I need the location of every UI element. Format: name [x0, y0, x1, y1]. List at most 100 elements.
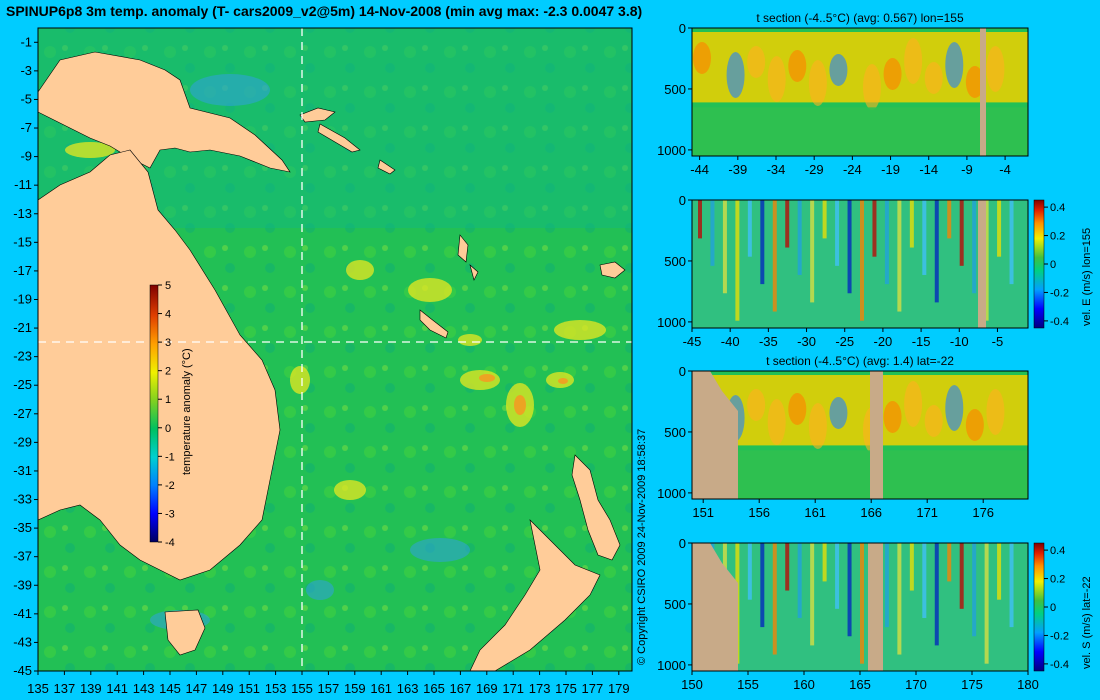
- section-panel-title: t section (-4..5°C) (avg: 0.567) lon=155: [756, 11, 964, 25]
- section-x-tick-label: -40: [721, 334, 740, 349]
- section-stripe: [747, 200, 752, 257]
- section-blob: [747, 46, 766, 78]
- section-x-tick-label: 151: [692, 505, 714, 520]
- section-y-tick-label: 0: [679, 536, 686, 551]
- map-lon-tick-label: 165: [423, 681, 445, 696]
- section-blob: [808, 60, 827, 106]
- map-lat-tick-label: -27: [13, 406, 32, 421]
- map-lon-tick-label: 137: [54, 681, 76, 696]
- section-blob: [904, 381, 923, 427]
- map-lon-tick-label: 171: [502, 681, 524, 696]
- temp-colorbar-tick-label: 4: [165, 309, 171, 321]
- temp-colorbar: 5 4 3 2 1 0 -1 -2 -3 -4 temperature anomaly (°C): [149, 280, 193, 549]
- map-lon-tick-label: 153: [265, 681, 287, 696]
- section-stripe: [984, 200, 989, 321]
- section-blob: [965, 66, 984, 98]
- map-lon-tick-label: 151: [238, 681, 260, 696]
- section-frame: [691, 199, 1029, 329]
- section-blob: [883, 58, 902, 90]
- vel-colorbar-label: vel. S (m/s) lat=-22: [1081, 576, 1093, 669]
- temp-colorbar-ticks: 5 4 3 2 1 0 -1 -2 -3 -4: [158, 280, 175, 549]
- map-lat-tick-label: -5: [20, 91, 32, 106]
- section-x-tick-label: 155: [737, 677, 759, 692]
- section-stripe: [835, 543, 840, 609]
- map-lon-tick-label: 173: [529, 681, 551, 696]
- section-blob: [747, 389, 766, 421]
- land-vanuatu: [457, 234, 479, 281]
- section-blob: [693, 42, 711, 74]
- section-stripe: [984, 543, 989, 664]
- section-blob: [788, 50, 807, 82]
- section-land-gap: [978, 200, 986, 328]
- section-stripe: [959, 543, 964, 609]
- section-panel-3: t section (-4..5°C) (avg: 1.4) lat=-22 15…: [657, 354, 1029, 520]
- section-stripe: [835, 200, 840, 266]
- section-frame: [691, 27, 1029, 157]
- section-x-tick-label: -34: [767, 162, 786, 177]
- map-lat-tick-label: -9: [20, 149, 32, 164]
- map-lat-tick-label: -33: [13, 492, 32, 507]
- section-stripe: [1009, 200, 1014, 285]
- section-stripe: [760, 200, 765, 285]
- temp-colorbar-label: temperature anomaly (°C): [181, 348, 193, 475]
- section-stripe: [747, 543, 752, 600]
- section-land-gap: [870, 371, 883, 499]
- section-blob: [788, 393, 807, 425]
- section-stripe: [934, 200, 939, 303]
- section-stripe: [947, 200, 952, 239]
- temp-colorbar-tick-label: 5: [165, 280, 171, 292]
- map-lat-tick-label: -7: [20, 120, 32, 135]
- vel-colorbar-tick-label: 0: [1050, 602, 1056, 614]
- temp-colorbar-tick-label: -2: [165, 480, 175, 492]
- section-panel-2: -45 -40 -35 -30 -25 -20 -15 -10 -5 0 500 1000 0.4 0.2…: [657, 193, 1093, 349]
- temp-colorbar-tick-label: -3: [165, 508, 175, 520]
- section-stripe: [872, 200, 877, 257]
- vel-colorbar-tick-label: -0.4: [1050, 316, 1069, 328]
- section-stripe: [860, 200, 864, 321]
- map-lon-tick-label: 139: [80, 681, 102, 696]
- section-x-tick-label: -45: [683, 334, 702, 349]
- map-lon-tick-label: 147: [186, 681, 208, 696]
- section-x-tick-label: 171: [916, 505, 938, 520]
- section-x-tick-label: 165: [849, 677, 871, 692]
- section-y-tick-label: 500: [664, 254, 686, 269]
- map-lon-axis: 135 137 139 141 143 145 147 149 151 153 155 157 159 1…: [27, 671, 630, 696]
- map-lon-tick-label: 157: [318, 681, 340, 696]
- section-stripe: [922, 543, 927, 618]
- vel-colorbar-ramp: [1033, 542, 1045, 672]
- section-blob: [767, 56, 786, 102]
- section-blob: [945, 385, 964, 431]
- section-stripe: [884, 200, 889, 285]
- section-stripe: [822, 200, 827, 239]
- map-lon-tick-label: 163: [397, 681, 419, 696]
- section-stripe: [997, 543, 1002, 600]
- land-tasmania: [164, 609, 206, 656]
- section-stripe: [710, 200, 715, 266]
- section-y-tick-label: 500: [664, 597, 686, 612]
- map-lat-tick-label: -29: [13, 434, 32, 449]
- section-stripe: [884, 543, 889, 628]
- section-stripe: [772, 543, 777, 655]
- vel-colorbar-tick-label: 0.2: [1050, 574, 1065, 586]
- temp-colorbar-ramp: [149, 284, 159, 543]
- temp-colorbar-tick-label: -1: [165, 451, 175, 463]
- section-stripe: [847, 543, 852, 637]
- vel-colorbar-label: vel. E (m/s) lon=155: [1081, 228, 1093, 326]
- section-stripe: [772, 200, 777, 312]
- section-x-tick-label: -14: [919, 162, 938, 177]
- temp-colorbar-tick-label: 1: [165, 394, 171, 406]
- section-blob: [904, 38, 923, 84]
- section-stripe: [797, 543, 802, 618]
- vel-colorbar-tick-label: 0.2: [1050, 231, 1065, 243]
- section-y-tick-label: 0: [679, 193, 686, 208]
- map-lon-tick-label: 177: [582, 681, 604, 696]
- section-x-tick-label: 170: [905, 677, 927, 692]
- section-land: [692, 543, 738, 671]
- map-frame: [37, 27, 633, 672]
- vel-colorbar-tick-label: 0.4: [1050, 545, 1065, 557]
- section-x-tick-label: 156: [748, 505, 770, 520]
- map-lon-tick-label: 179: [608, 681, 630, 696]
- map-lat-tick-label: -31: [13, 463, 32, 478]
- section-y-tick-label: 1000: [657, 658, 686, 673]
